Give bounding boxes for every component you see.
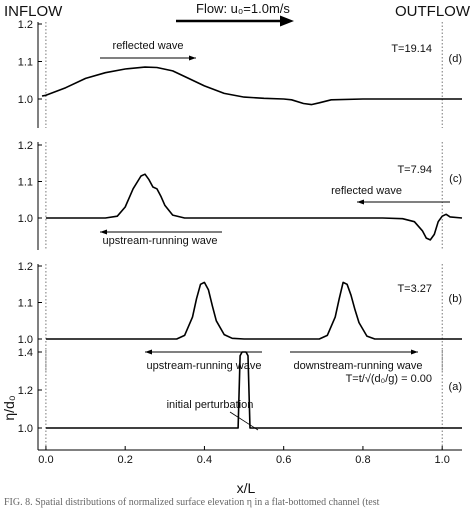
time-label: T=19.14 bbox=[391, 43, 432, 55]
y-tick-label: 1.2 bbox=[18, 261, 33, 273]
panels: 1.01.11.2T=19.14(d)reflected wave1.01.11… bbox=[18, 19, 463, 450]
y-tick-label: 1.2 bbox=[18, 19, 33, 31]
x-tick-label: 0.0 bbox=[38, 454, 53, 466]
y-tick-label: 1.2 bbox=[18, 385, 33, 397]
annotation-label: upstream-running wave bbox=[103, 235, 218, 247]
outflow-label: OUTFLOW bbox=[395, 3, 471, 20]
annotation-label: reflected wave bbox=[113, 40, 184, 52]
flow-arrow-head bbox=[280, 15, 294, 27]
series-line bbox=[45, 173, 463, 241]
annotation-label: downstream-running wave bbox=[293, 360, 422, 372]
y-axis-label: η/d₀ bbox=[1, 395, 17, 420]
panel-tag: (c) bbox=[449, 173, 462, 185]
annotation-label: reflected wave bbox=[331, 185, 402, 197]
series-line bbox=[41, 66, 462, 106]
annotation-arrow-head bbox=[145, 349, 152, 355]
annotation-arrow-head bbox=[357, 199, 364, 205]
time-label: T=7.94 bbox=[397, 164, 432, 176]
annotation-label: upstream-running wave bbox=[147, 360, 262, 372]
y-tick-label: 1.4 bbox=[18, 347, 33, 359]
annotation-arrow-head bbox=[100, 229, 107, 235]
panel-tag: (b) bbox=[449, 293, 462, 305]
x-tick-label: 1.0 bbox=[435, 454, 450, 466]
panel-a: 1.0 1.2 1.4 T=t/√(d₀/g) = 0.00 (a) initial pe… bbox=[18, 347, 462, 450]
annotation-label: initial perturbation bbox=[167, 399, 254, 411]
x-tick-label: 0.8 bbox=[355, 454, 370, 466]
y-tick-label: 1.1 bbox=[18, 57, 33, 69]
figure-caption: FIG. 8. Spatial distributions of normali… bbox=[4, 497, 380, 508]
annotation-pointer bbox=[229, 411, 259, 431]
x-tick-label: 0.6 bbox=[276, 454, 291, 466]
time-label: T=3.27 bbox=[397, 283, 432, 295]
y-tick-label: 1.0 bbox=[18, 213, 33, 225]
annotation-arrow-head bbox=[189, 55, 196, 61]
flow-label: Flow: u₀=1.0m/s bbox=[196, 1, 290, 16]
annotation-arrow-head bbox=[411, 349, 418, 355]
y-tick-label: 1.1 bbox=[18, 177, 33, 189]
x-axis-label: x/L bbox=[237, 480, 256, 496]
y-tick-label: 1.1 bbox=[18, 298, 33, 310]
y-tick-label: 1.2 bbox=[18, 140, 33, 152]
y-tick-label: 1.0 bbox=[18, 334, 33, 346]
series-line bbox=[45, 351, 462, 429]
x-tick-label: 0.2 bbox=[118, 454, 133, 466]
y-tick-label: 1.0 bbox=[18, 94, 33, 106]
panel-tag: (a) bbox=[449, 381, 462, 393]
panel-d: 1.0 1.1 1.2 T=19.14 (d) reflected wave bbox=[18, 19, 462, 128]
panel-c: 1.0 1.1 1.2 T=7.94 (c) reflected wave upstream… bbox=[18, 140, 463, 250]
time-label: T=t/√(d₀/g) = 0.00 bbox=[346, 373, 432, 385]
panel-tag: (d) bbox=[449, 53, 462, 65]
x-tick-label: 0.4 bbox=[197, 454, 212, 466]
y-tick-label: 1.0 bbox=[18, 423, 33, 435]
series-line bbox=[45, 281, 462, 340]
x-tick-labels: 0.0 0.2 0.4 0.6 0.8 1.0 bbox=[38, 446, 462, 466]
inflow-label: INFLOW bbox=[4, 3, 63, 20]
panel-b: 1.0 1.1 1.2 T=3.27 (b) upstream-running wave d… bbox=[18, 261, 462, 372]
